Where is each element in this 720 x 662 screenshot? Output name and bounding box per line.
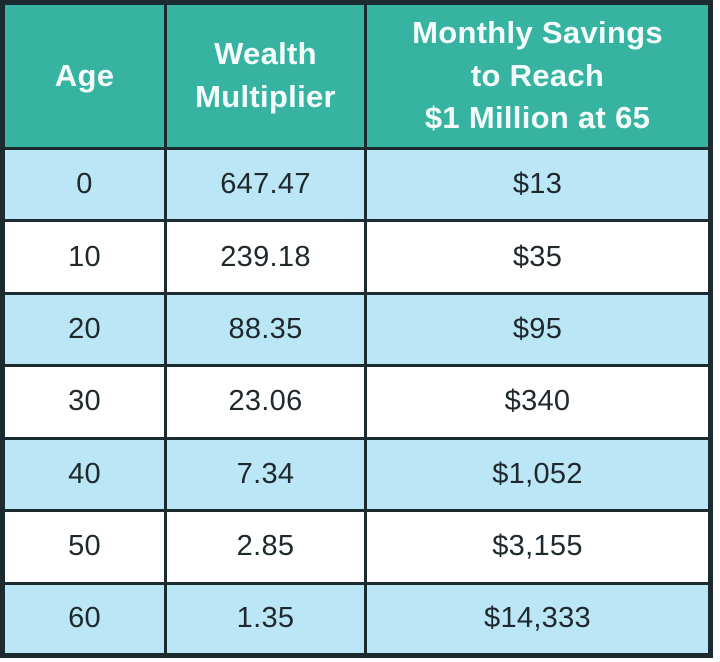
multiplier-cell: 88.35 xyxy=(164,291,367,368)
age-cell: 50 xyxy=(1,509,167,585)
savings-cell: $3,155 xyxy=(364,509,712,585)
header-monthly-savings-line2: to Reach xyxy=(470,57,605,93)
header-wealth-multiplier-line1: Wealth xyxy=(214,36,317,72)
table-row: 0 647.47 $13 xyxy=(1,146,712,223)
header-age-label: Age xyxy=(54,57,115,93)
table-body: 0 647.47 $13 10 239.18 $35 20 88.35 $95 … xyxy=(1,146,712,658)
multiplier-cell: 23.06 xyxy=(164,364,367,440)
table-header: Age Wealth Multiplier Monthly Savings to… xyxy=(1,1,712,150)
table-row: 40 7.34 $1,052 xyxy=(1,436,712,513)
age-cell: 40 xyxy=(1,436,167,513)
header-wealth-multiplier-line2: Multiplier xyxy=(195,79,336,114)
header-row: Age Wealth Multiplier Monthly Savings to… xyxy=(1,1,712,150)
age-cell: 10 xyxy=(1,219,167,295)
table-row: 50 2.85 $3,155 xyxy=(1,509,712,585)
table-row: 20 88.35 $95 xyxy=(1,291,712,368)
savings-cell: $340 xyxy=(364,364,712,440)
table-row: 30 23.06 $340 xyxy=(1,364,712,440)
header-cell-wealth-multiplier: Wealth Multiplier xyxy=(164,1,367,150)
savings-cell: $13 xyxy=(364,146,712,223)
multiplier-cell: 2.85 xyxy=(164,509,367,585)
header-cell-age: Age xyxy=(1,1,167,150)
header-cell-monthly-savings: Monthly Savings to Reach $1 Million at 6… xyxy=(364,1,712,150)
age-cell: 60 xyxy=(1,581,167,658)
savings-cell: $95 xyxy=(364,291,712,368)
header-monthly-savings-line1: Monthly Savings xyxy=(412,14,663,50)
multiplier-cell: 239.18 xyxy=(164,219,367,295)
multiplier-cell: 1.35 xyxy=(164,581,367,658)
table-row: 60 1.35 $14,333 xyxy=(1,581,712,658)
age-cell: 20 xyxy=(1,291,167,368)
header-monthly-savings-line3: $1 Million at 65 xyxy=(424,100,651,136)
multiplier-cell: 647.47 xyxy=(164,146,367,223)
table-row: 10 239.18 $35 xyxy=(1,219,712,295)
savings-cell: $14,333 xyxy=(364,581,712,658)
age-cell: 0 xyxy=(1,146,167,223)
multiplier-cell: 7.34 xyxy=(164,436,367,513)
age-cell: 30 xyxy=(1,364,167,440)
savings-cell: $1,052 xyxy=(364,436,712,513)
savings-cell: $35 xyxy=(364,219,712,295)
